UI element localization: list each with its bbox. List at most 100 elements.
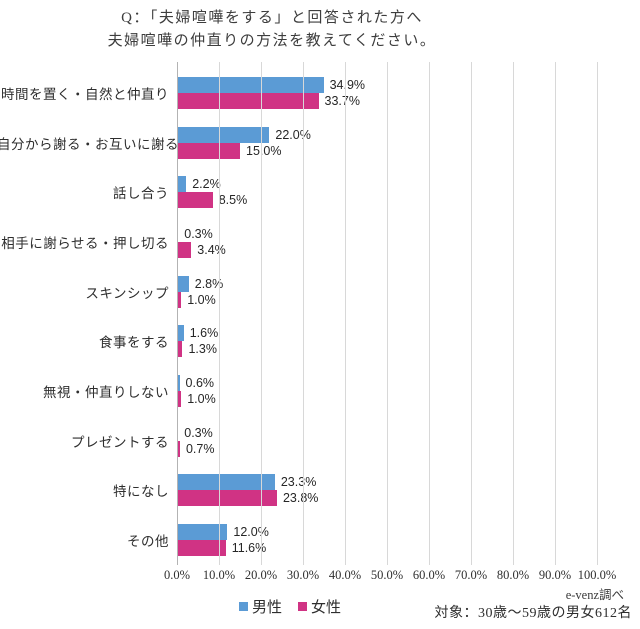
value-label: 0.6% [185, 376, 215, 391]
bar-line: 1.3% [177, 341, 597, 358]
value-label: 1.6% [189, 326, 219, 341]
chart-title-line2: 夫婦喧嘩の仲直りの方法を教えてください。 [107, 33, 437, 49]
category-label: 食事をする [99, 335, 169, 351]
value-label: 23.3% [280, 475, 317, 490]
gridline [513, 62, 514, 565]
bar-female [177, 241, 192, 258]
sample-note: 対象：30歳～59歳の男女612名 [434, 606, 632, 621]
bar-line: 2.2% [177, 176, 597, 193]
bar-line: 23.8% [177, 490, 597, 507]
category-label: プレゼントする [71, 434, 169, 450]
bar-male [177, 126, 270, 143]
value-label: 0.3% [184, 226, 213, 241]
legend-item-female: 女性 [298, 596, 341, 617]
category-label: スキンシップ [85, 285, 169, 301]
bar-pair: 2.8% 1.0% [177, 275, 597, 308]
value-label: 8.5% [218, 193, 248, 208]
bar-pair: 0.3% 3.4% [177, 225, 597, 258]
x-tick-label: 90.0% [538, 568, 572, 582]
bar-line: 8.5% [177, 192, 597, 209]
bar-male [177, 524, 228, 541]
bar-line: 2.8% [177, 275, 597, 292]
value-label: 33.7% [324, 93, 360, 108]
bar-female [177, 440, 180, 457]
x-tick-label: 10.0% [202, 568, 236, 582]
bar-line: 22.0% [177, 126, 597, 143]
bar-pair: 12.0% 11.6% [177, 524, 597, 557]
chart-row: 時間を置く・自然と仲直り 34.9% 33.7% [1, 68, 597, 118]
category-label: 時間を置く・自然と仲直り [1, 86, 169, 102]
chart-row: 自分から謝る・お互いに謝る 22.0% 15.0% [0, 118, 597, 168]
bar-line: 0.6% [177, 375, 597, 392]
value-label: 15.0% [246, 143, 282, 158]
value-label: 22.0% [275, 127, 311, 142]
value-label: 2.8% [194, 276, 224, 291]
bar-line: 1.6% [177, 325, 597, 342]
y-axis-line [177, 62, 178, 565]
gridline [597, 62, 598, 565]
x-tick-label: 60.0% [412, 568, 446, 582]
x-tick-label: 50.0% [370, 568, 404, 582]
value-label: 1.3% [188, 342, 217, 357]
source-note: e-venz調べ [565, 588, 624, 602]
bar-male [177, 474, 275, 491]
x-tick-label: 40.0% [328, 568, 362, 582]
legend: 男性 女性 [0, 596, 580, 617]
legend-item-male: 男性 [238, 596, 282, 617]
chart-row: 無視・仲直りしない 0.6% 1.0% [43, 366, 597, 416]
bar-female [177, 291, 182, 308]
bar-pair: 23.3% 23.8% [177, 474, 597, 507]
bar-line: 3.4% [177, 241, 597, 258]
value-label: 1.0% [187, 392, 216, 407]
category-label: 相手に謝らせる・押し切る [1, 235, 169, 251]
bar-pair: 0.6% 1.0% [177, 375, 597, 408]
bar-line: 34.9% [177, 76, 597, 93]
gridline [471, 62, 472, 565]
x-tick-label: 100.0% [577, 568, 617, 582]
x-tick-label: 80.0% [496, 568, 530, 582]
gridline [555, 62, 556, 565]
x-tick-label: 20.0% [244, 568, 278, 582]
legend-label: 女性 [311, 600, 342, 616]
bar-male [177, 76, 324, 93]
category-label: 特になし [113, 484, 169, 500]
legend-swatch-icon [238, 602, 248, 611]
value-label: 12.0% [233, 525, 269, 540]
bar-line: 0.7% [177, 440, 597, 457]
category-label: 自分から謝る・お互いに謝る [0, 136, 179, 152]
chart-row: 話し合う 2.2% 8.5% [113, 167, 597, 217]
x-tick-label: 0.0% [163, 568, 191, 582]
value-label: 3.4% [197, 242, 226, 257]
category-label: 無視・仲直りしない [43, 385, 169, 401]
bar-female [177, 391, 182, 408]
bar-line: 33.7% [177, 92, 597, 109]
chart-title: Q：「夫婦喧嘩をする」と回答された方へ 夫婦喧嘩の仲直りの方法を教えてください。 [0, 7, 544, 53]
bar-rows: 時間を置く・自然と仲直り 34.9% 33.7% 自分から謝る・お互いに謝る 22.0%… [0, 68, 597, 565]
bar-male [177, 176, 187, 193]
chart-row: 食事をする 1.6% 1.3% [99, 317, 597, 367]
value-label: 34.9% [329, 77, 366, 92]
chart-title-line1: Q：「夫婦喧嘩をする」と回答された方へ [121, 10, 423, 26]
chart-row: その他 12.0% 11.6% [127, 515, 597, 565]
gridline [261, 62, 262, 565]
bar-pair: 22.0% 15.0% [177, 126, 597, 159]
bar-male [177, 275, 189, 292]
bar-line: 1.0% [177, 291, 597, 308]
gridline [303, 62, 304, 565]
bar-line: 15.0% [177, 142, 597, 159]
value-label: 11.6% [231, 541, 267, 556]
bar-female [177, 142, 240, 159]
bar-female [177, 341, 183, 358]
value-label: 1.0% [187, 292, 216, 307]
bar-pair: 2.2% 8.5% [177, 176, 597, 209]
bar-male [177, 375, 180, 392]
chart-row: スキンシップ 2.8% 1.0% [85, 267, 597, 317]
value-label: 2.2% [192, 177, 221, 192]
bar-female [177, 540, 226, 557]
gridline [345, 62, 346, 565]
bar-line: 23.3% [177, 474, 597, 491]
value-label: 0.7% [185, 441, 215, 456]
bar-pair: 1.6% 1.3% [177, 325, 597, 358]
bar-line: 1.0% [177, 391, 597, 408]
